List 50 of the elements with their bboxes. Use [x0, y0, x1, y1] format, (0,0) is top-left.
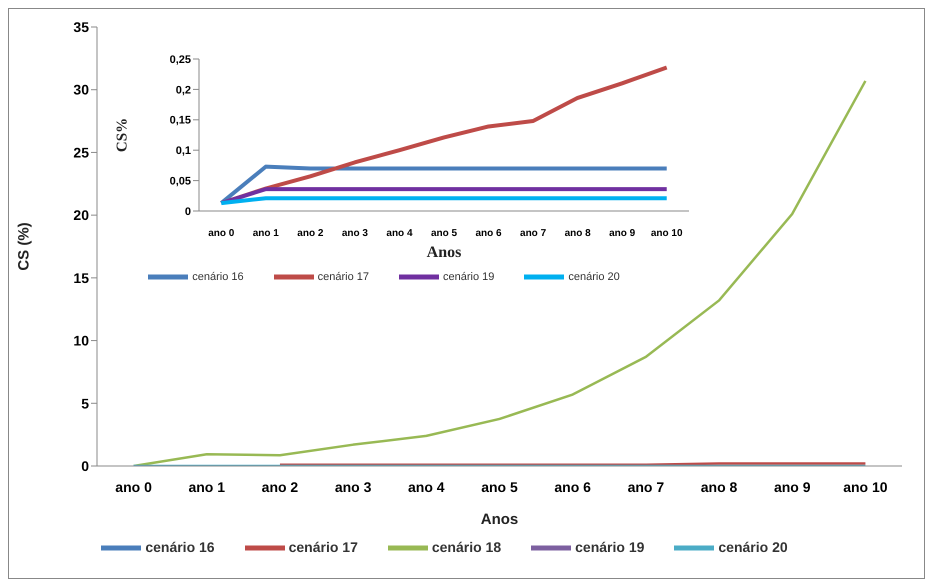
x-tick-label: ano 1: [252, 228, 280, 240]
legend-label: cenário 19: [575, 538, 644, 555]
legend-label: cenário 16: [145, 538, 215, 555]
y-tick-label: 10: [73, 332, 90, 349]
x-tick-label: ano 4: [408, 478, 445, 495]
x-tick-label: ano 0: [208, 228, 235, 240]
x-tick-label: ano 7: [628, 478, 664, 495]
x-tick-label: ano 8: [700, 478, 738, 495]
y-tick-label: 0,1: [176, 145, 191, 158]
legend-label: cenário 20: [718, 538, 788, 555]
x-tick-label: ano 3: [342, 228, 368, 240]
y-tick-label: 5: [81, 395, 90, 412]
x-tick-label: ano 2: [297, 228, 324, 240]
legend-label: cenário 18: [432, 538, 502, 555]
x-tick-label: ano 7: [520, 228, 547, 240]
legend-label: cenário 20: [568, 270, 620, 283]
y-axis-title: CS (%): [15, 222, 32, 271]
y-tick-label: 25: [73, 144, 90, 160]
x-tick-label: ano 10: [843, 478, 888, 495]
x-tick-label: ano 2: [262, 478, 298, 495]
y-tick-label: 20: [73, 207, 90, 224]
x-tick-label: ano 6: [554, 478, 592, 495]
y-tick-label: 0,25: [170, 54, 191, 66]
y-axis-title: CS%: [114, 118, 130, 152]
x-tick-label: ano 6: [475, 228, 502, 240]
legend-label: cenário 16: [192, 270, 244, 283]
x-tick-label: ano 5: [481, 478, 518, 495]
y-tick-label: 30: [73, 82, 90, 98]
y-tick-label: 0: [184, 206, 191, 218]
legend-label: cenário 17: [318, 270, 369, 283]
y-tick-label: 35: [73, 18, 90, 35]
legend-label: cenário 19: [443, 270, 494, 283]
x-tick-label: ano 10: [650, 228, 683, 240]
x-tick-label: ano 9: [774, 478, 811, 495]
legend-label: cenário 17: [288, 538, 358, 555]
x-axis-title: Anos: [426, 244, 462, 261]
y-tick-label: 0,05: [170, 176, 191, 188]
y-tick-label: 0: [81, 458, 90, 474]
x-tick-label: ano 4: [386, 228, 413, 240]
x-tick-label: ano 9: [609, 228, 636, 240]
line-series: [132, 80, 867, 466]
x-axis-title: Anos: [480, 511, 518, 528]
x-tick-label: ano 5: [430, 228, 458, 240]
x-tick-label: ano 3: [334, 478, 372, 495]
x-tick-label: ano 1: [188, 478, 226, 495]
x-tick-label: ano 8: [564, 228, 592, 240]
y-tick-label: 15: [73, 270, 90, 286]
x-tick-label: ano 0: [115, 478, 152, 495]
y-tick-label: 0,15: [170, 114, 191, 127]
y-tick-label: 0,2: [176, 84, 191, 96]
